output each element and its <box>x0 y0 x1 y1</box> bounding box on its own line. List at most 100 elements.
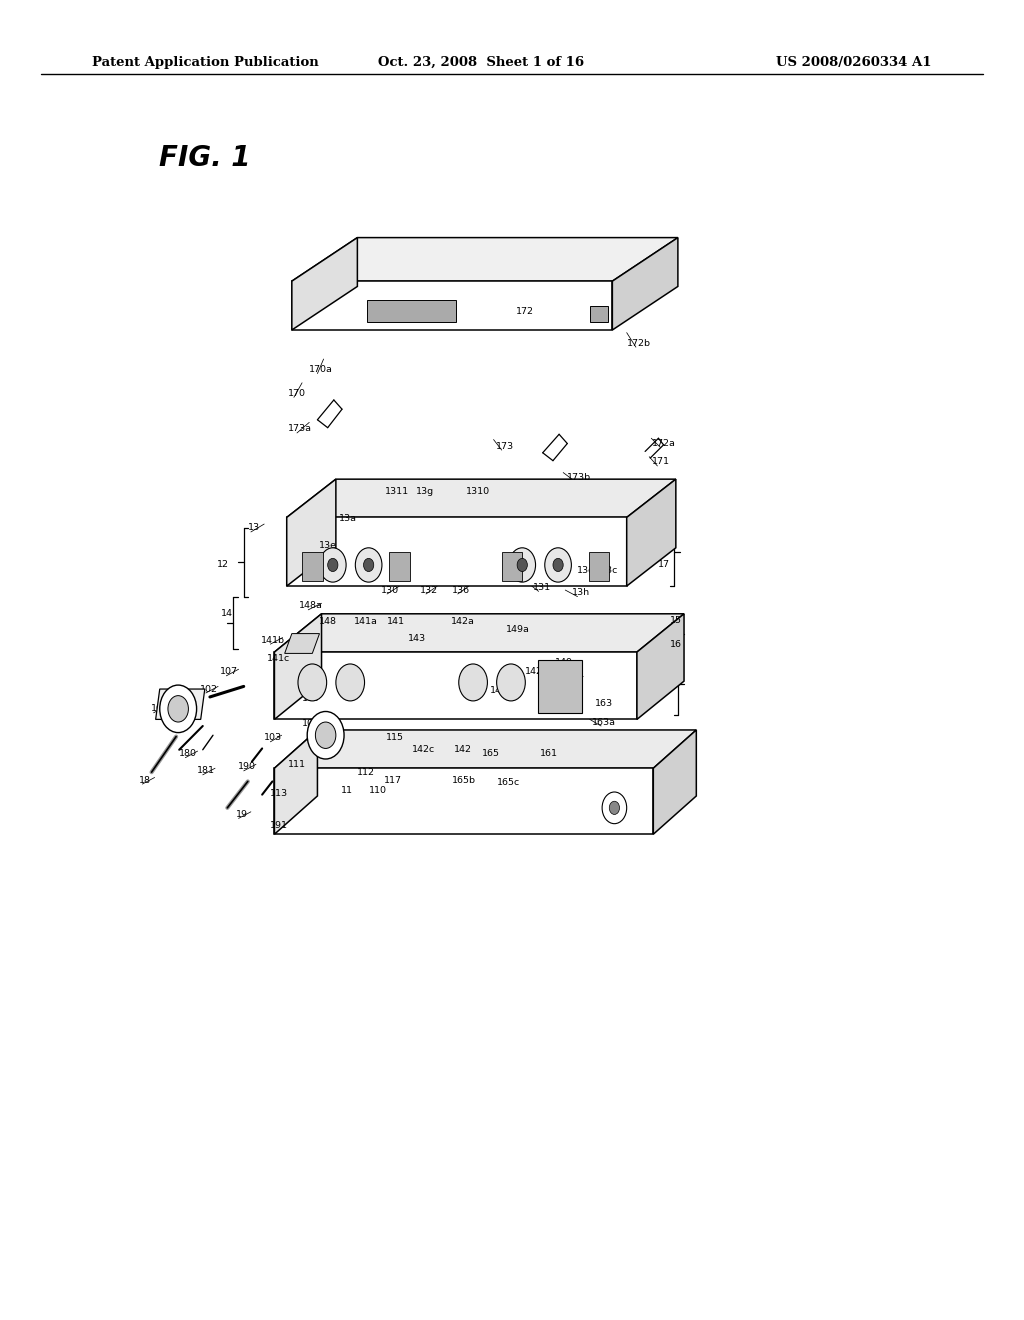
Text: 111: 111 <box>288 760 306 768</box>
Polygon shape <box>274 652 637 719</box>
Text: 1310: 1310 <box>466 487 490 495</box>
Text: 143: 143 <box>408 635 426 643</box>
Polygon shape <box>274 768 653 834</box>
Text: 170: 170 <box>288 389 306 397</box>
Text: 172b: 172b <box>627 339 651 347</box>
Circle shape <box>609 801 620 814</box>
Text: 105: 105 <box>302 694 321 702</box>
Circle shape <box>298 664 327 701</box>
Circle shape <box>545 548 571 582</box>
Circle shape <box>517 558 527 572</box>
Polygon shape <box>302 552 323 581</box>
Text: 142: 142 <box>454 746 472 754</box>
Polygon shape <box>274 730 696 768</box>
Circle shape <box>307 711 344 759</box>
Polygon shape <box>287 479 676 517</box>
Text: 148: 148 <box>318 618 337 626</box>
Text: 11: 11 <box>341 787 353 795</box>
Text: 110: 110 <box>369 787 387 795</box>
Text: 165b: 165b <box>452 776 476 784</box>
Text: 131: 131 <box>532 583 551 591</box>
Polygon shape <box>538 660 582 713</box>
Polygon shape <box>274 614 322 719</box>
Polygon shape <box>292 238 357 330</box>
Text: 171: 171 <box>651 458 670 466</box>
Text: 141c: 141c <box>267 655 290 663</box>
Text: 18: 18 <box>139 776 152 784</box>
Text: 12: 12 <box>217 561 229 569</box>
Circle shape <box>364 558 374 572</box>
Text: 113: 113 <box>269 789 288 797</box>
Circle shape <box>509 548 536 582</box>
Text: 136: 136 <box>452 586 470 594</box>
Text: 141: 141 <box>387 618 406 626</box>
Polygon shape <box>589 552 609 581</box>
Text: 107: 107 <box>220 668 239 676</box>
Polygon shape <box>389 552 410 581</box>
Text: 112: 112 <box>356 768 375 776</box>
Text: 161: 161 <box>540 750 558 758</box>
Polygon shape <box>292 281 612 330</box>
Text: 172a: 172a <box>413 314 437 322</box>
Text: 191: 191 <box>269 821 288 829</box>
Text: 165: 165 <box>481 750 500 758</box>
Polygon shape <box>287 479 336 586</box>
Text: 163: 163 <box>595 700 613 708</box>
Text: 100: 100 <box>167 694 185 702</box>
Text: 13g: 13g <box>416 487 434 495</box>
Text: 149a: 149a <box>506 626 530 634</box>
Text: 102: 102 <box>200 685 218 693</box>
Text: 103: 103 <box>264 734 283 742</box>
Text: 16: 16 <box>670 640 682 648</box>
Text: 142c: 142c <box>413 746 435 754</box>
Text: 10: 10 <box>151 705 163 713</box>
Text: 13: 13 <box>248 524 260 532</box>
Text: 13a: 13a <box>339 515 357 523</box>
Text: 164: 164 <box>566 672 585 680</box>
Polygon shape <box>627 479 676 586</box>
Text: 165c: 165c <box>498 779 520 787</box>
Polygon shape <box>156 689 205 719</box>
Polygon shape <box>292 238 678 281</box>
Text: 142b: 142b <box>524 668 549 676</box>
Polygon shape <box>612 238 678 330</box>
Circle shape <box>168 696 188 722</box>
Text: 142a: 142a <box>451 618 475 626</box>
Text: 163a: 163a <box>592 718 616 726</box>
Circle shape <box>355 548 382 582</box>
Polygon shape <box>637 614 684 719</box>
Text: 180: 180 <box>179 750 198 758</box>
Text: Patent Application Publication: Patent Application Publication <box>92 55 318 69</box>
Text: 13c: 13c <box>601 566 617 574</box>
Circle shape <box>319 548 346 582</box>
Circle shape <box>315 722 336 748</box>
Polygon shape <box>502 552 522 581</box>
Polygon shape <box>367 300 456 322</box>
Text: 1311: 1311 <box>385 487 410 495</box>
Polygon shape <box>590 306 608 322</box>
Circle shape <box>553 558 563 572</box>
Circle shape <box>602 792 627 824</box>
Polygon shape <box>285 634 319 653</box>
Text: 172: 172 <box>516 308 535 315</box>
Text: 133: 133 <box>552 566 570 574</box>
Circle shape <box>328 558 338 572</box>
Text: 108: 108 <box>302 719 321 727</box>
Text: 130: 130 <box>381 586 399 594</box>
Text: 190: 190 <box>238 763 256 771</box>
Text: 170a: 170a <box>308 366 333 374</box>
Text: 141b: 141b <box>261 636 286 644</box>
Polygon shape <box>274 614 684 652</box>
Circle shape <box>336 664 365 701</box>
Text: 117: 117 <box>384 776 402 784</box>
Text: 140: 140 <box>489 686 508 694</box>
Text: 13h: 13h <box>571 589 590 597</box>
Text: 15: 15 <box>670 616 682 624</box>
Text: 172a: 172a <box>651 440 676 447</box>
Text: 181: 181 <box>197 767 215 775</box>
Polygon shape <box>653 730 696 834</box>
Circle shape <box>497 664 525 701</box>
Text: 17: 17 <box>657 561 670 569</box>
Text: 115: 115 <box>386 734 404 742</box>
Text: Oct. 23, 2008  Sheet 1 of 16: Oct. 23, 2008 Sheet 1 of 16 <box>378 55 585 69</box>
